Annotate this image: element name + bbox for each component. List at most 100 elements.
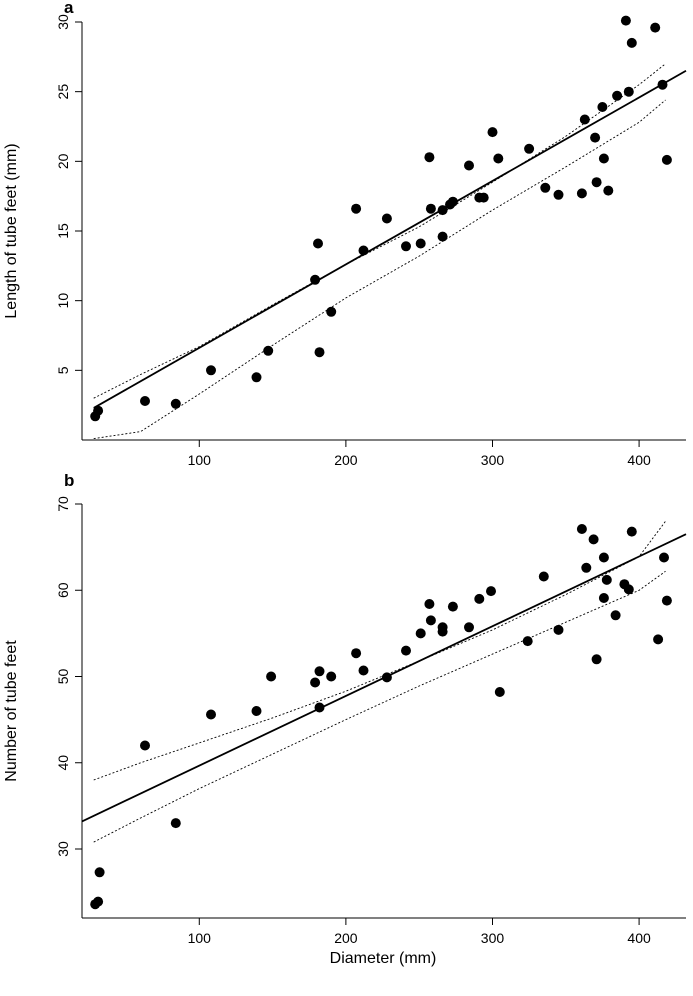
data-point (598, 552, 609, 563)
panel-letter-a: a (64, 0, 74, 17)
upper-confidence-band (93, 63, 666, 399)
data-point (314, 666, 325, 677)
data-point (424, 599, 435, 609)
data-point (626, 526, 637, 537)
x-tick-label: 300 (481, 930, 505, 946)
data-point (93, 405, 104, 416)
data-point (401, 645, 411, 656)
data-point (266, 671, 277, 682)
data-point (251, 372, 262, 383)
data-point (478, 192, 489, 203)
x-tick-label: 100 (188, 930, 212, 946)
data-point (447, 601, 458, 612)
data-point (653, 634, 664, 645)
x-tick-label: 100 (188, 452, 212, 468)
data-point (415, 628, 426, 639)
data-point (474, 593, 485, 604)
upper-confidence-band (93, 521, 666, 781)
data-point (650, 22, 661, 33)
data-point (263, 345, 274, 356)
data-point (603, 185, 614, 196)
data-point (493, 153, 504, 164)
x-tick-label: 400 (627, 452, 651, 468)
lower-confidence-band (93, 570, 666, 843)
x-axis-title: Diameter (mm) (330, 950, 437, 967)
data-point (251, 706, 262, 716)
y-tick-label: 70 (55, 496, 71, 512)
data-point (598, 153, 609, 164)
data-point (612, 90, 623, 101)
data-point (553, 624, 564, 635)
data-point (588, 534, 599, 545)
y-axis-title: Length of tube feet (mm) (3, 143, 20, 318)
data-point (597, 102, 608, 112)
y-tick-label: 15 (55, 223, 71, 239)
data-point (626, 37, 637, 48)
data-point (540, 182, 551, 193)
data-point (358, 245, 369, 256)
data-point (464, 622, 474, 633)
data-point (415, 238, 426, 249)
data-point (581, 562, 592, 573)
y-tick-label: 20 (55, 153, 71, 169)
x-tick-label: 300 (481, 452, 505, 468)
panel-letter-b: b (64, 471, 74, 490)
data-point (464, 160, 474, 171)
y-tick-label: 30 (55, 14, 71, 30)
data-point (620, 15, 631, 26)
data-point (206, 365, 216, 376)
data-point (538, 571, 549, 582)
data-point (94, 867, 105, 878)
data-point (381, 672, 392, 683)
x-tick-label: 200 (334, 452, 358, 468)
panel-b: b 100 200 300 400 30 40 50 60 70 Number of tube fe… (3, 471, 687, 967)
data-point (623, 584, 634, 595)
x-tick-label: 400 (627, 930, 651, 946)
data-point (437, 626, 448, 637)
data-point (326, 306, 337, 317)
data-point (487, 127, 498, 138)
data-point (310, 677, 321, 688)
data-point (598, 593, 609, 603)
data-point (610, 610, 621, 621)
data-point (437, 205, 448, 216)
data-point (437, 231, 448, 242)
data-point (524, 143, 535, 154)
data-point (425, 203, 436, 214)
data-point (170, 818, 181, 829)
data-point (424, 152, 435, 163)
data-point (314, 347, 325, 358)
data-point (314, 702, 325, 713)
data-point (358, 665, 369, 676)
data-point (93, 896, 104, 907)
data-point (326, 671, 337, 682)
data-point (661, 154, 672, 165)
y-tick-label: 40 (55, 755, 71, 771)
data-point (313, 238, 323, 249)
panel-a: a 100 200 300 400 5 10 15 20 25 30 Length of tube f… (3, 0, 687, 468)
data-point (425, 615, 436, 626)
data-point (579, 114, 590, 125)
data-point (486, 586, 496, 597)
data-point (401, 241, 411, 252)
data-point (657, 79, 668, 90)
data-point (576, 188, 587, 199)
regression-line (93, 69, 687, 409)
data-point (381, 213, 392, 224)
data-point (591, 654, 602, 665)
data-point (576, 524, 587, 534)
data-point (206, 709, 216, 720)
y-tick-label: 10 (55, 293, 71, 309)
y-tick-label: 25 (55, 84, 71, 100)
data-point (601, 574, 612, 585)
data-point (590, 132, 601, 143)
data-point (494, 687, 505, 697)
data-point (553, 189, 564, 200)
data-point (659, 552, 669, 563)
y-tick-label: 50 (55, 669, 71, 685)
data-point (351, 648, 362, 659)
y-axis-title: Number of tube feet (3, 640, 20, 782)
y-tick-label: 5 (55, 366, 71, 374)
data-point (140, 396, 150, 406)
